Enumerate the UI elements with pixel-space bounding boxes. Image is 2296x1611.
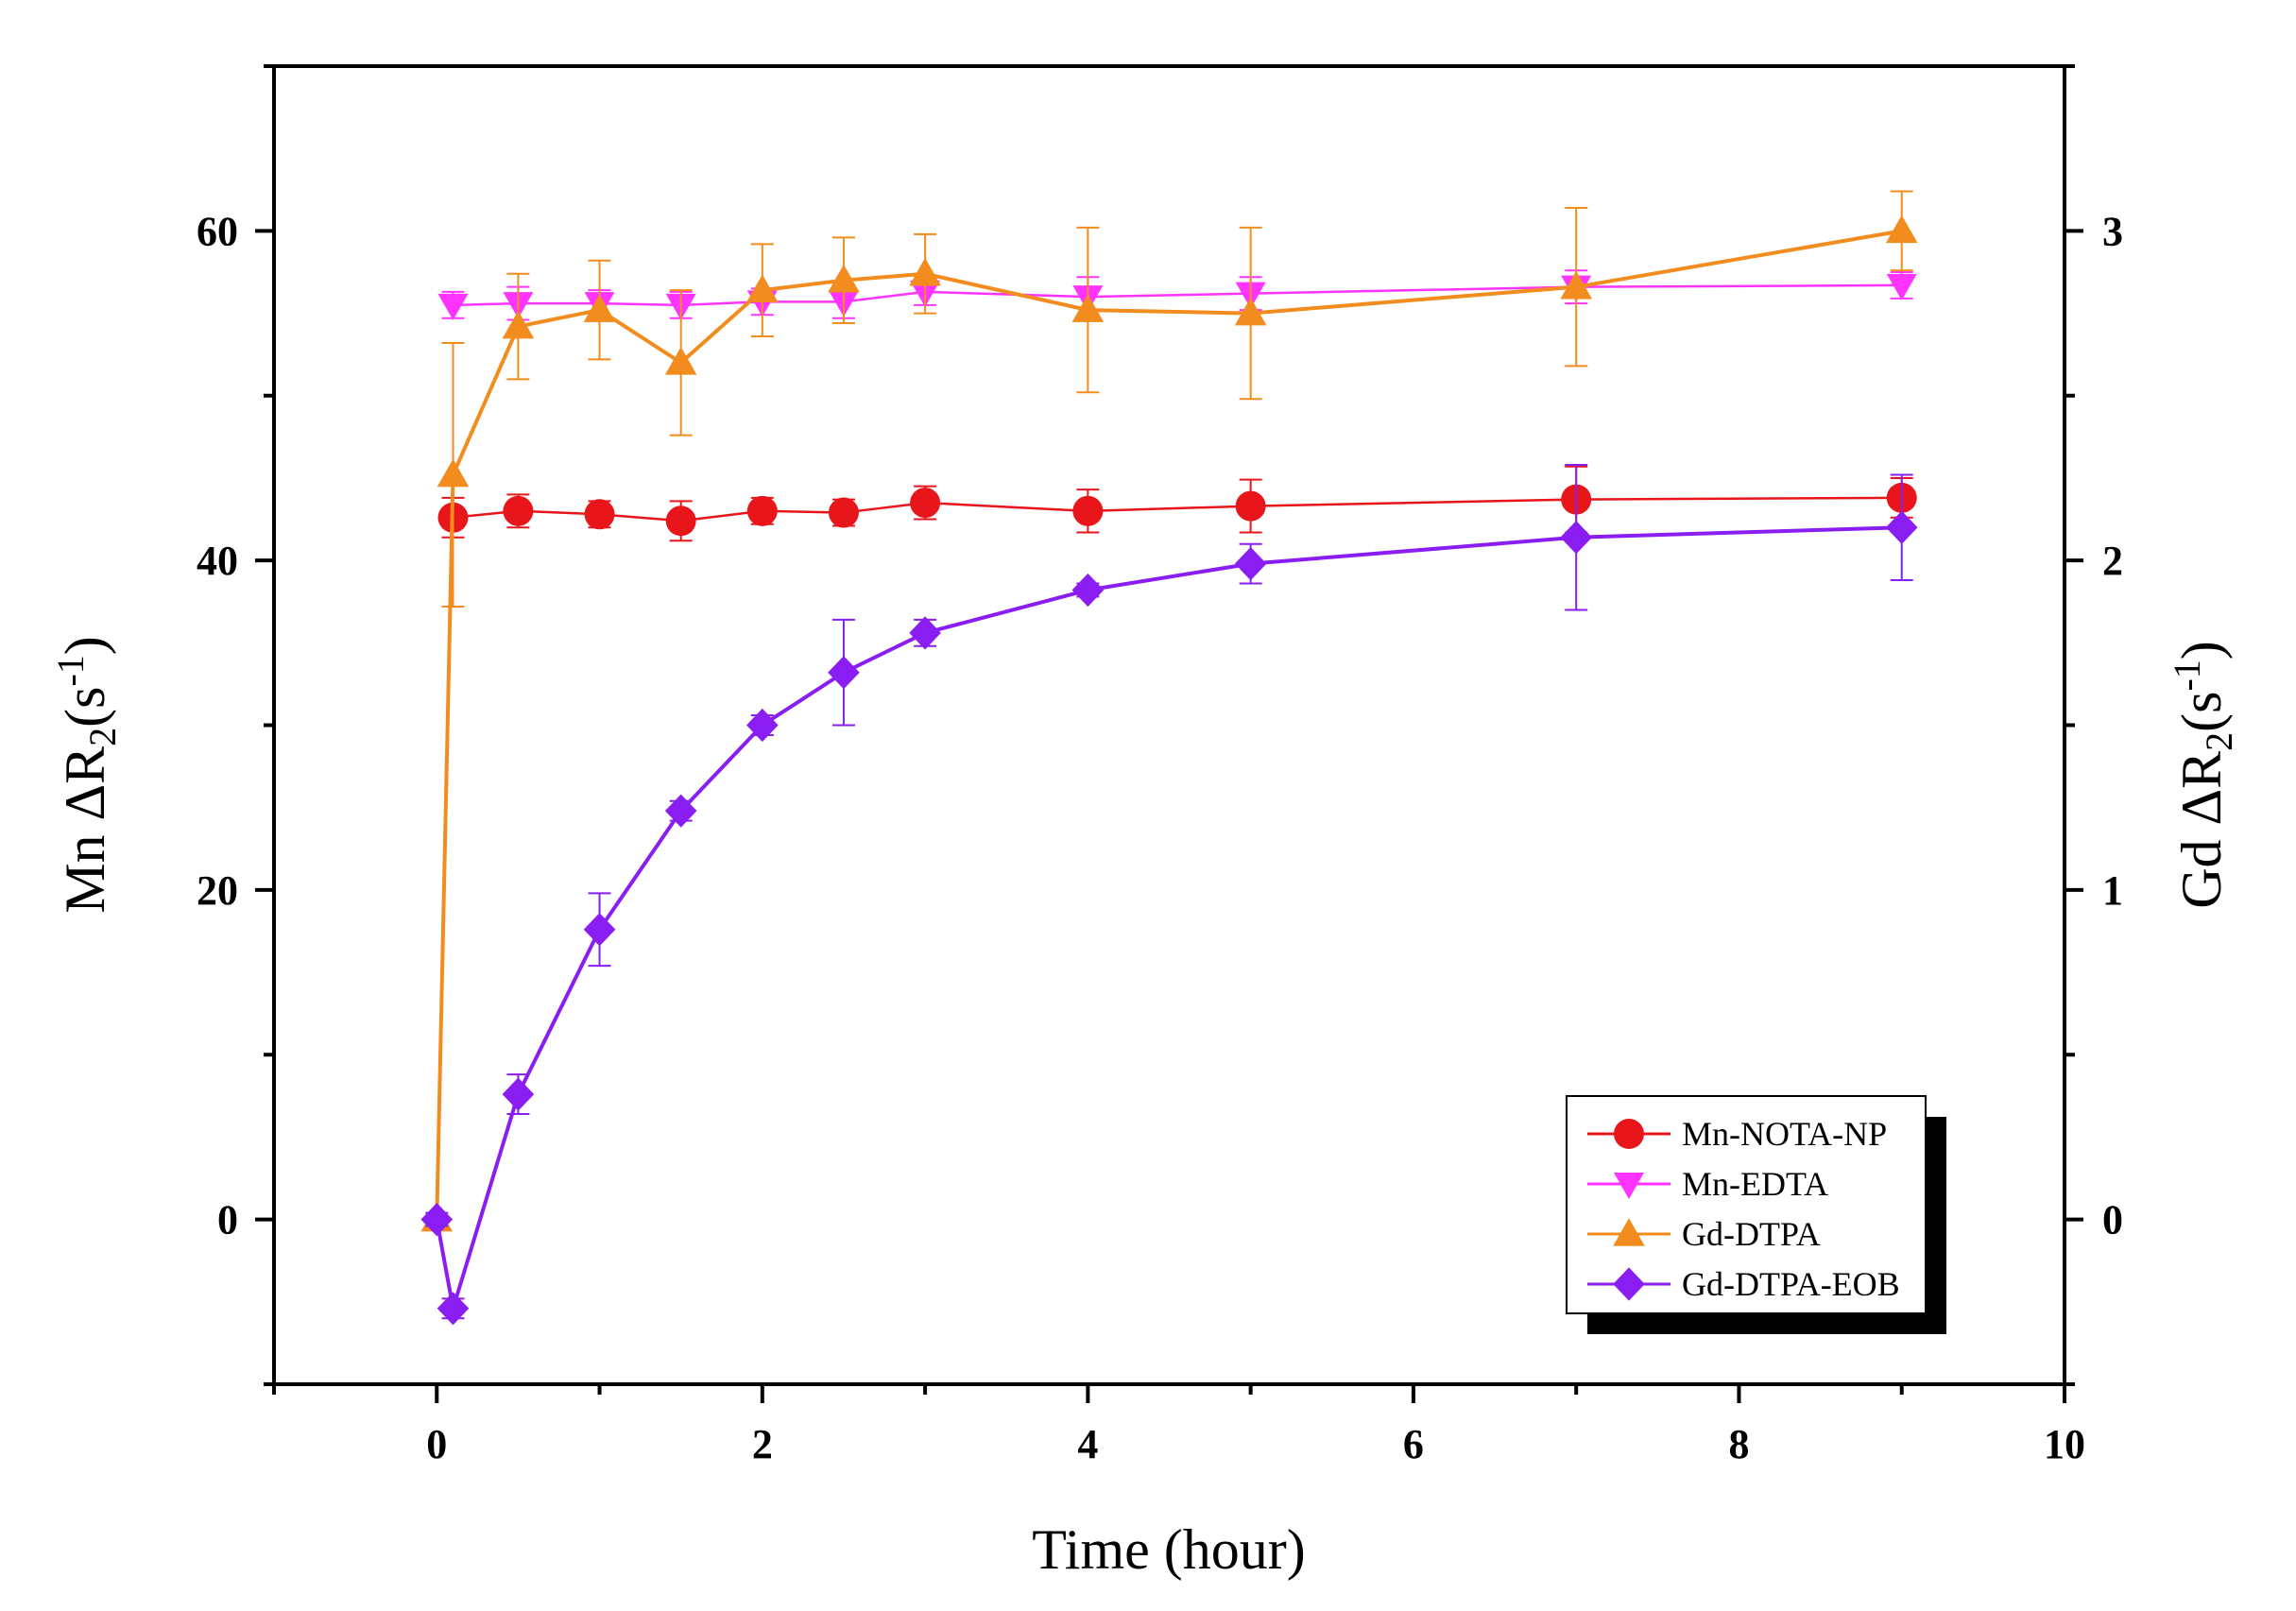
y-left-tick-label: 60 <box>197 208 238 254</box>
series-mn-nota-np <box>437 465 1917 542</box>
legend-marker <box>1613 1267 1645 1301</box>
series-gd-dtpa <box>420 190 1918 1232</box>
legend-marker <box>1613 1218 1645 1246</box>
data-point <box>746 274 779 302</box>
legend-label: Mn-NOTA-NP <box>1682 1115 1887 1153</box>
y-right-tick-label: 0 <box>2102 1197 2123 1243</box>
data-point <box>1071 294 1105 322</box>
data-point <box>665 506 696 537</box>
series-line-gd-dtpa <box>435 229 1903 1220</box>
legend-entry: Mn-EDTA <box>1587 1165 1828 1203</box>
data-point <box>1071 573 1105 608</box>
legend-label: Gd-DTPA <box>1682 1215 1821 1253</box>
data-point <box>420 1203 454 1237</box>
series-layer <box>420 190 1918 1326</box>
data-point <box>437 458 470 488</box>
data-point <box>1072 495 1104 526</box>
data-point <box>1235 490 1266 522</box>
data-point <box>502 1077 535 1111</box>
data-point <box>437 293 469 320</box>
data-point <box>1885 214 1918 244</box>
series-line-gd-dtpa-eob <box>435 525 1902 1310</box>
data-point <box>584 499 615 530</box>
y-axis-title-left: Mn ΔR2(s-1) <box>49 636 124 914</box>
x-tick-label: 6 <box>1403 1421 1424 1467</box>
x-tick-label: 4 <box>1077 1421 1098 1467</box>
data-point <box>583 294 616 322</box>
y-left-tick-label: 20 <box>197 867 238 914</box>
data-point <box>583 913 616 947</box>
legend-entry: Mn-NOTA-NP <box>1587 1115 1887 1153</box>
data-point <box>503 495 534 526</box>
x-tick-label: 2 <box>752 1421 773 1467</box>
y-right-tick-label: 3 <box>2102 208 2123 254</box>
axis-ticks: 0 2 4 6 8 10 0 20 40 60 0 1 2 3 <box>197 64 2123 1467</box>
legend-label: Gd-DTPA-EOB <box>1682 1265 1900 1303</box>
legend-entry: Gd-DTPA <box>1587 1215 1821 1253</box>
legend-label: Mn-EDTA <box>1682 1165 1828 1203</box>
y-right-tick-label: 2 <box>2102 538 2123 584</box>
y-left-tick-label: 40 <box>197 538 238 584</box>
x-axis-title: Time (hour) <box>1032 1518 1305 1581</box>
data-point <box>910 488 941 519</box>
x-tick-label: 8 <box>1728 1421 1749 1467</box>
data-point <box>1560 521 1592 555</box>
data-point <box>1560 270 1592 300</box>
x-tick-label: 0 <box>426 1421 447 1467</box>
data-point <box>664 794 697 828</box>
data-point <box>664 347 697 375</box>
y-axis-title-right: Gd ΔR2(s-1) <box>2166 641 2240 909</box>
x-tick-label: 10 <box>2044 1421 2085 1467</box>
y-right-tick-label: 1 <box>2102 867 2123 914</box>
legend-marker <box>1614 1119 1644 1149</box>
legend-marker <box>1614 1173 1644 1199</box>
data-point <box>909 257 941 286</box>
data-point <box>828 497 859 528</box>
data-point <box>746 495 778 526</box>
data-point <box>828 264 860 293</box>
data-point <box>1885 510 1918 544</box>
data-point <box>1234 297 1267 326</box>
data-point <box>828 656 860 690</box>
legend: Mn-NOTA-NP Mn-EDTA Gd-DTPA Gd-DTPA-EOB <box>1566 1095 1946 1334</box>
series-gd-dtpa-eob <box>420 463 1918 1326</box>
data-point <box>746 708 779 743</box>
y-left-tick-label: 0 <box>217 1197 238 1243</box>
data-point <box>437 1292 470 1326</box>
data-point <box>1234 547 1267 581</box>
legend-entry: Gd-DTPA-EOB <box>1587 1265 1900 1303</box>
data-point <box>909 616 941 650</box>
data-point <box>1886 273 1917 300</box>
data-point <box>502 310 535 339</box>
